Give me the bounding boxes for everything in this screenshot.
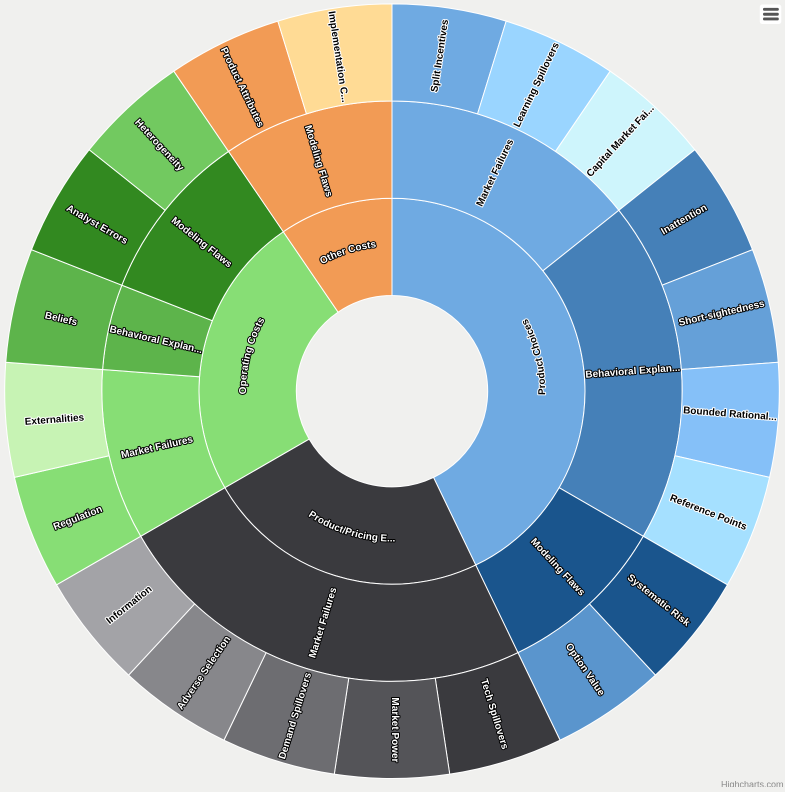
svg-text:Market Power: Market Power xyxy=(389,697,400,762)
svg-text:Highcharts.com: Highcharts.com xyxy=(721,779,784,787)
